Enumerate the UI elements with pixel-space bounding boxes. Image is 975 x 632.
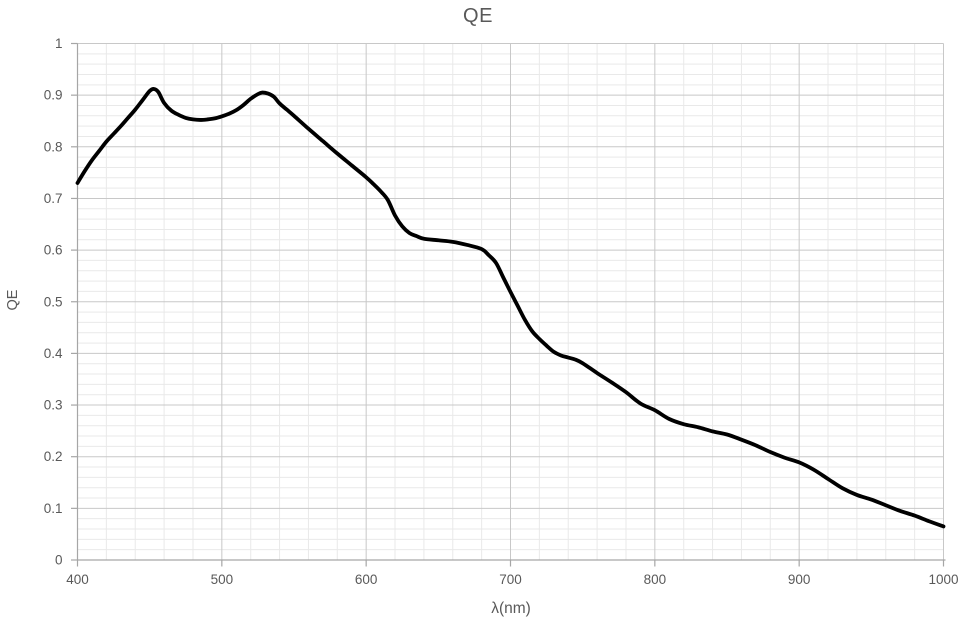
qe-curve: [75, 87, 946, 529]
y-tick-label: 0.4: [44, 346, 63, 361]
x-axis-title: λ(nm): [491, 600, 531, 617]
y-tick-label: 0.1: [44, 501, 63, 516]
x-tick-label: 600: [355, 572, 378, 587]
y-tick-label: 0.2: [44, 449, 63, 464]
y-tick-label: 0.9: [44, 88, 63, 103]
y-tick-label: 0.3: [44, 398, 63, 413]
y-tick-label: 0.6: [44, 243, 63, 258]
x-tick-label: 1000: [928, 572, 958, 587]
y-tick-label: 0: [55, 553, 63, 568]
y-tick-label: 0.5: [44, 294, 63, 309]
x-tick-label: 900: [788, 572, 811, 587]
x-tick-label: 700: [499, 572, 522, 587]
x-tick-label: 800: [644, 572, 667, 587]
chart-title: QE: [463, 5, 493, 27]
y-tick-label: 0.8: [44, 139, 63, 154]
x-tick-label: 500: [211, 572, 234, 587]
x-tick-label: 400: [66, 572, 89, 587]
y-tick-label: 1: [55, 36, 63, 51]
y-tick-label: 0.7: [44, 191, 63, 206]
